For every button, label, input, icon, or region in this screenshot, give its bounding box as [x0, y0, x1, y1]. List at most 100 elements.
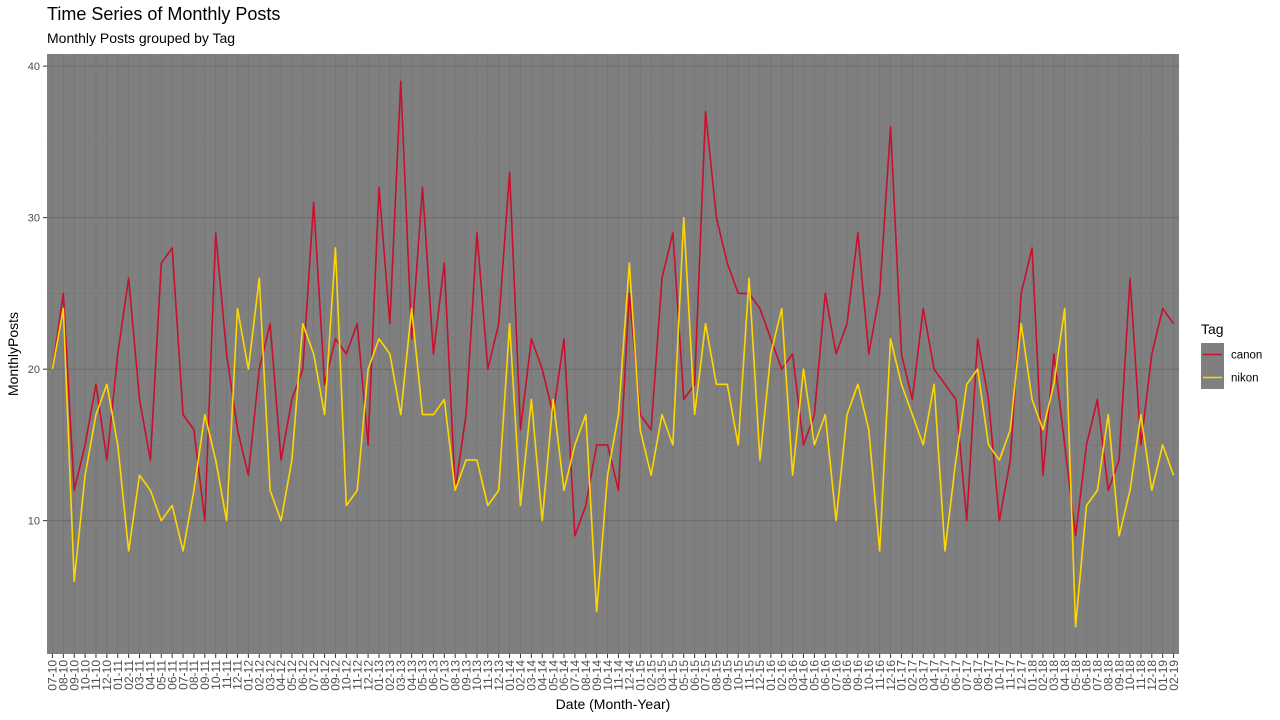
x-tick-label: 04-12 — [274, 660, 288, 691]
x-tick-label: 07-17 — [960, 660, 974, 691]
x-tick-label: 10-16 — [862, 660, 876, 691]
x-tick-label: 12-17 — [1014, 660, 1028, 691]
y-tick-label: 30 — [28, 213, 40, 225]
x-tick-label: 08-13 — [448, 660, 462, 691]
x-tick-label: 11-16 — [873, 660, 887, 690]
x-tick-label: 08-11 — [187, 660, 201, 690]
x-tick-label: 01-14 — [503, 660, 517, 691]
x-tick-label: 02-15 — [644, 660, 658, 691]
x-tick-label: 10-11 — [209, 660, 223, 690]
x-tick-label: 10-12 — [340, 660, 354, 691]
y-axis-label: MonthlyPosts — [5, 312, 21, 396]
x-tick-label: 12-12 — [361, 660, 375, 691]
chart-subtitle: Monthly Posts grouped by Tag — [47, 30, 235, 46]
x-tick-label: 03-12 — [263, 660, 277, 691]
x-tick-label: 06-18 — [1080, 660, 1094, 691]
x-tick-label: 02-12 — [252, 660, 266, 691]
x-tick-label: 07-15 — [699, 660, 713, 691]
x-tick-label: 06-13 — [427, 660, 441, 691]
x-tick-label: 03-18 — [1047, 660, 1061, 691]
x-tick-label: 10-13 — [470, 660, 484, 691]
plot-panel — [47, 54, 1179, 654]
legend-items: canon nikon — [1201, 343, 1262, 389]
x-tick-label: 08-12 — [318, 660, 332, 691]
x-axis-ticks: 07-1008-1009-1010-1011-1012-1001-1102-11… — [46, 654, 1181, 691]
x-tick-label: 06-17 — [949, 660, 963, 691]
x-tick-label: 04-16 — [797, 660, 811, 691]
chart-title: Time Series of Monthly Posts — [47, 4, 280, 24]
x-tick-label: 09-14 — [590, 660, 604, 691]
x-tick-label: 12-14 — [623, 660, 637, 691]
y-tick-label: 40 — [28, 61, 40, 73]
x-tick-label: 11-11 — [220, 660, 234, 689]
x-tick-label: 02-19 — [1167, 660, 1181, 691]
x-tick-label: 08-10 — [57, 660, 71, 691]
x-tick-label: 07-18 — [1091, 660, 1105, 691]
x-tick-label: 11-18 — [1134, 660, 1148, 690]
x-tick-label: 05-12 — [285, 660, 299, 691]
x-tick-label: 06-16 — [818, 660, 832, 691]
x-tick-label: 11-12 — [350, 660, 364, 690]
x-tick-label: 05-15 — [677, 660, 691, 691]
x-tick-label: 02-13 — [383, 660, 397, 691]
x-tick-label: 12-11 — [231, 660, 245, 690]
x-tick-label: 07-14 — [568, 660, 582, 691]
x-tick-label: 06-11 — [165, 660, 179, 690]
x-tick-label: 07-12 — [307, 660, 321, 691]
x-tick-label: 08-14 — [579, 660, 593, 691]
x-tick-label: 03-17 — [916, 660, 930, 691]
x-tick-label: 01-19 — [1156, 660, 1170, 691]
x-tick-label: 07-13 — [437, 660, 451, 691]
x-tick-label: 08-17 — [971, 660, 985, 691]
x-tick-label: 02-14 — [514, 660, 528, 691]
x-tick-label: 01-11 — [111, 660, 125, 690]
major-gridlines — [47, 65, 1179, 522]
x-tick-label: 03-15 — [655, 660, 669, 691]
x-tick-label: 05-18 — [1069, 660, 1083, 691]
x-tick-label: 07-16 — [829, 660, 843, 691]
legend-title: Tag — [1201, 321, 1224, 337]
x-tick-label: 04-11 — [144, 660, 158, 690]
x-tick-label: 04-13 — [405, 660, 419, 691]
x-tick-label: 07-10 — [46, 660, 60, 691]
x-tick-label: 11-17 — [1003, 660, 1017, 690]
minor-gridlines — [47, 54, 1179, 654]
x-tick-label: 02-18 — [1036, 660, 1050, 691]
series-layer — [51, 80, 1175, 628]
x-tick-label: 12-16 — [884, 660, 898, 691]
x-tick-label: 11-14 — [612, 660, 626, 690]
x-tick-label: 03-13 — [394, 660, 408, 691]
x-tick-label: 03-11 — [133, 660, 147, 690]
x-tick-label: 06-15 — [688, 660, 702, 691]
x-tick-label: 04-17 — [927, 660, 941, 691]
x-tick-label: 10-10 — [78, 660, 92, 691]
x-tick-label: 01-12 — [242, 660, 256, 691]
x-tick-label: 03-16 — [786, 660, 800, 691]
x-tick-label: 03-14 — [525, 660, 539, 691]
x-tick-label: 07-11 — [176, 660, 190, 690]
x-tick-label: 05-14 — [546, 660, 560, 691]
x-tick-label: 01-13 — [372, 660, 386, 691]
x-tick-label: 08-16 — [840, 660, 854, 691]
x-tick-label: 05-17 — [938, 660, 952, 691]
x-tick-label: 09-15 — [720, 660, 734, 691]
x-tick-label: 04-18 — [1058, 660, 1072, 691]
x-tick-label: 12-10 — [100, 660, 114, 691]
x-tick-label: 12-15 — [753, 660, 767, 691]
x-tick-label: 04-14 — [535, 660, 549, 691]
x-tick-label: 02-11 — [122, 660, 136, 690]
x-tick-label: 12-13 — [492, 660, 506, 691]
x-tick-label: 05-11 — [154, 660, 168, 690]
x-tick-label: 06-14 — [557, 660, 571, 691]
x-tick-label: 08-18 — [1101, 660, 1115, 691]
x-tick-label: 01-15 — [633, 660, 647, 691]
legend: Tag canon nikon — [1201, 321, 1262, 389]
x-tick-label: 01-16 — [764, 660, 778, 691]
x-tick-label: 09-12 — [329, 660, 343, 691]
x-tick-label: 02-16 — [775, 660, 789, 691]
x-tick-label: 01-17 — [895, 660, 909, 691]
x-tick-label: 10-15 — [731, 660, 745, 691]
x-tick-label: 11-15 — [742, 660, 756, 690]
legend-label-nikon: nikon — [1231, 373, 1259, 385]
